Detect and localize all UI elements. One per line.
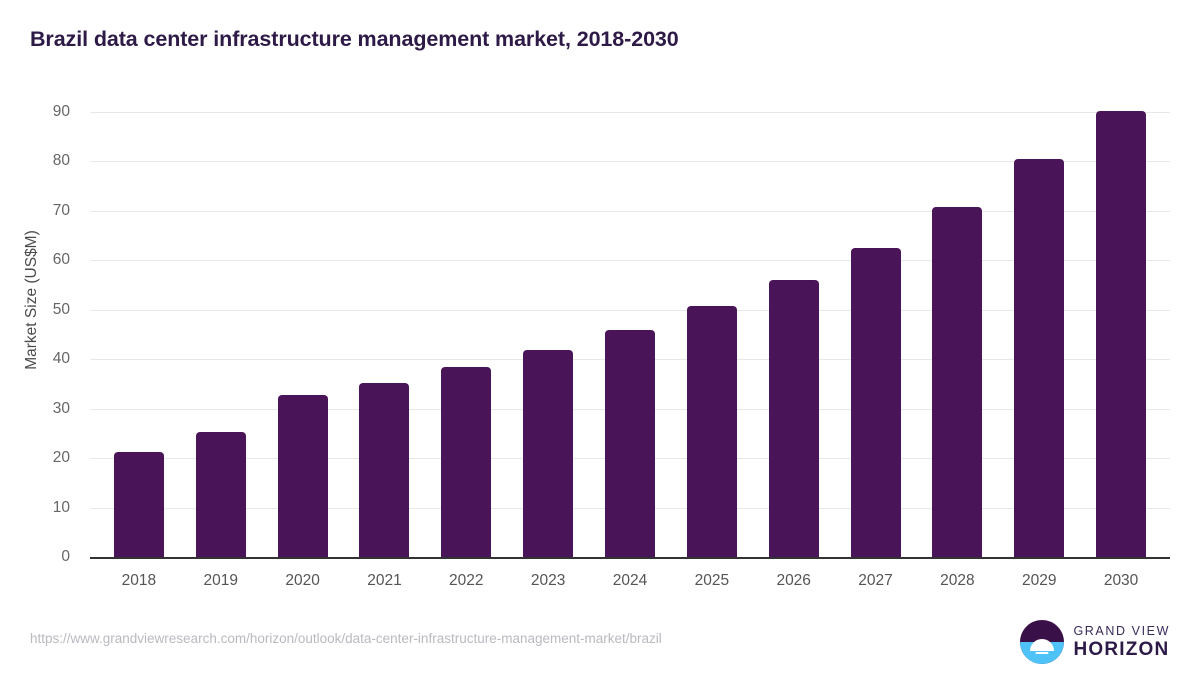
y-tick-label: 30 <box>52 399 70 417</box>
gridline-0 <box>90 557 1170 559</box>
logo-line-lower <box>1035 651 1049 655</box>
bar-2020[interactable] <box>277 395 328 557</box>
gridline-90 <box>90 112 1170 113</box>
source-url[interactable]: https://www.grandviewresearch.com/horizo… <box>30 631 662 646</box>
bar-slot <box>589 112 671 557</box>
y-tick-label: 10 <box>52 498 70 516</box>
y-tick-label: 0 <box>61 548 70 565</box>
bar-slot <box>916 112 998 557</box>
bar-2029[interactable] <box>1014 159 1065 557</box>
bar-slot <box>262 112 344 557</box>
horizon-sun-icon <box>1020 620 1065 664</box>
x-tick-label-2027: 2027 <box>858 572 893 589</box>
logo-line-upper <box>1032 646 1052 650</box>
y-tick-label: 40 <box>52 350 70 368</box>
y-tick-label: 90 <box>52 103 70 120</box>
gridline-50 <box>90 309 1170 311</box>
bar-slot <box>98 112 180 557</box>
x-tick-label-2025: 2025 <box>694 572 730 589</box>
logo-top-text: GRAND VIEW <box>1073 623 1170 638</box>
x-tick-label-2030: 2030 <box>1103 572 1139 589</box>
gridline-80 <box>90 161 1170 163</box>
bar-2025[interactable] <box>686 305 737 557</box>
y-tick-label: 60 <box>52 251 70 269</box>
bars-group <box>90 110 1170 557</box>
x-tick-label-2028: 2028 <box>940 572 975 589</box>
bar-2024[interactable] <box>604 330 655 557</box>
brand-logo[interactable]: GRAND VIEW HORIZON <box>1020 620 1170 664</box>
bar-2026[interactable] <box>768 279 819 557</box>
chart-plot-area: Market Size (US$M) 0 10 20 30 40 50 60 70 80 90 2… <box>23 103 1170 589</box>
bar-slot <box>1080 110 1162 557</box>
bar-slot <box>344 112 426 557</box>
bar-slot <box>180 112 262 557</box>
bar-2028[interactable] <box>932 206 983 557</box>
bar-2021[interactable] <box>359 382 410 557</box>
x-tick-label-2023: 2023 <box>530 572 566 589</box>
bar-2027[interactable] <box>850 247 901 557</box>
x-tick-label-2024: 2024 <box>612 572 648 589</box>
y-tick-label: 20 <box>52 449 70 467</box>
bar-2022[interactable] <box>441 367 492 557</box>
bar-slot <box>425 112 507 557</box>
y-tick-label: 70 <box>52 201 70 219</box>
x-tick-label-2022: 2022 <box>449 572 484 589</box>
gridline-60 <box>90 260 1170 262</box>
y-tick-label: 80 <box>52 152 70 170</box>
plot-canvas: 0 10 20 30 40 50 60 70 80 90 2018 2019 2020 2021 2022… <box>53 103 1170 589</box>
x-tick-label-2020: 2020 <box>285 572 320 589</box>
bar-2023[interactable] <box>523 350 574 557</box>
x-tick-label-2029: 2029 <box>1021 572 1057 589</box>
bar-slot <box>753 112 835 557</box>
bar-2030[interactable] <box>1096 110 1147 557</box>
x-tick-label-2021: 2021 <box>367 572 402 589</box>
x-tick-label-2026: 2026 <box>776 572 811 589</box>
x-tick-label-2019: 2019 <box>203 572 239 589</box>
x-tick-label-2018: 2018 <box>121 572 157 589</box>
bar-slot <box>998 112 1080 557</box>
bar-slot <box>835 112 917 557</box>
bar-2018[interactable] <box>113 452 164 557</box>
page-title: Brazil data center infrastructure manage… <box>30 27 679 51</box>
gridline-70 <box>90 210 1170 212</box>
logo-bottom-text: HORIZON <box>1073 639 1170 661</box>
y-tick-label: 50 <box>52 300 70 318</box>
bar-slot <box>507 112 589 557</box>
logo-wordmark: GRAND VIEW HORIZON <box>1073 625 1170 660</box>
bar-slot <box>671 112 753 557</box>
bar-2019[interactable] <box>195 431 246 557</box>
